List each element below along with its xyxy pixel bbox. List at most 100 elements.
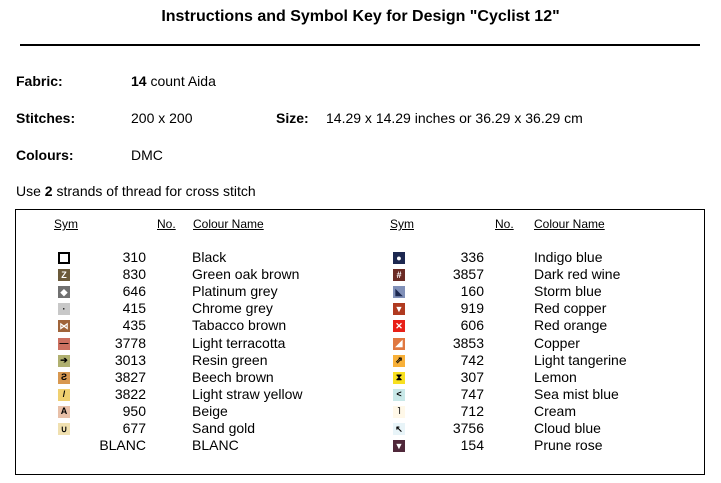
- colour-name: Prune rose: [534, 437, 603, 454]
- dmc-number: 712: [460, 402, 484, 419]
- table-row: ∪ 677 Sand gold: [16, 420, 706, 437]
- double-arrow-icon: ⇗: [393, 354, 405, 367]
- dmc-number: 3013: [114, 351, 146, 368]
- colour-name: Green oak brown: [192, 266, 300, 283]
- dmc-number: 3827: [114, 368, 146, 385]
- page-title: Instructions and Symbol Key for Design "…: [161, 8, 560, 25]
- cup-icon: ∪: [58, 423, 70, 435]
- colour-name: Indigo blue: [534, 249, 603, 265]
- dmc-number: 3857: [452, 266, 484, 283]
- table-row: A 950 Beige: [16, 403, 706, 420]
- dmc-number: 747: [460, 385, 484, 402]
- table-row: · 415 Chrome grey: [16, 300, 706, 317]
- table-row: ˥ 712 Cream: [16, 403, 706, 420]
- header-sym-left: Sym: [54, 217, 78, 231]
- table-row: #3857 Dark red wine: [16, 266, 706, 283]
- colour-name: Sea mist blue: [534, 385, 619, 402]
- dmc-number: 830: [122, 266, 146, 283]
- table-row: ⇗ 742 Light tangerine: [16, 352, 706, 369]
- colour-name: Red copper: [534, 300, 607, 317]
- dmc-number: 310: [122, 249, 146, 265]
- header-name-right: Colour Name: [534, 217, 605, 231]
- colour-name: Cloud blue: [534, 420, 601, 436]
- table-row: ● 336 Indigo blue: [16, 249, 706, 266]
- dmc-number: 3822: [114, 385, 146, 402]
- stitches-label: Stitches:: [16, 110, 76, 126]
- dot-icon: ·: [58, 303, 70, 316]
- symbol-key-table: Sym No. Colour Name Sym No. Colour Name …: [15, 209, 705, 475]
- arrow-right-icon: ➔: [58, 354, 70, 367]
- table-row: ⋈ 435 Tabacco brown: [16, 317, 706, 334]
- header-no-right: No.: [495, 217, 514, 231]
- colour-name: Light straw yellow: [192, 385, 303, 402]
- letter-z-icon: Z: [58, 269, 70, 282]
- colours-label: Colours:: [16, 147, 74, 163]
- triangle-corner-icon: ◢: [393, 337, 405, 350]
- strands-count: 2: [44, 183, 53, 199]
- triangle-corner-icon: ◣: [393, 286, 405, 299]
- colour-name: Light tangerine: [534, 351, 627, 368]
- table-row: ⧗ 307 Lemon: [16, 369, 706, 386]
- colour-name: Red orange: [534, 317, 608, 334]
- bowtie-icon: ⋈: [58, 320, 70, 333]
- fabric-value: 14 count Aida: [131, 73, 216, 89]
- fabric-label: Fabric:: [16, 73, 63, 89]
- strands-suffix: strands of thread for cross stitch: [52, 183, 256, 199]
- header-name-left: Colour Name: [193, 217, 264, 231]
- fabric-count: 14: [131, 73, 147, 89]
- diamond-icon: ◆: [58, 286, 70, 299]
- dmc-number: 677: [122, 420, 146, 436]
- dmc-number: 336: [460, 249, 484, 265]
- reverse-s-icon: Ƨ: [58, 371, 70, 384]
- colour-name: Sand gold: [192, 420, 256, 436]
- slash-icon: /: [58, 388, 70, 401]
- hash-icon: #: [393, 269, 405, 282]
- dmc-number: 950: [122, 402, 146, 419]
- size-label: Size:: [276, 110, 309, 126]
- dmc-number: 160: [460, 283, 484, 300]
- dmc-number: 307: [460, 368, 484, 385]
- table-row: Ƨ 3827 Beech brown: [16, 369, 706, 386]
- dmc-number: 154: [460, 437, 484, 454]
- colour-name: Light terracotta: [192, 334, 286, 351]
- letter-a-icon: A: [58, 405, 70, 418]
- title-rule: [20, 44, 700, 46]
- colour-name: Black: [192, 249, 227, 265]
- dmc-number: 435: [122, 317, 146, 334]
- table-row: BLANC BLANC: [16, 437, 706, 454]
- colour-name: Chrome grey: [192, 300, 273, 317]
- table-row: ◢ 3853 Copper: [16, 335, 706, 352]
- dmc-number: 3756: [452, 420, 484, 436]
- table-row: ▼ 919 Red copper: [16, 300, 706, 317]
- table-row: Z 830 Green oak brown: [16, 266, 706, 283]
- table-row: ✕ 606 Red orange: [16, 317, 706, 334]
- colour-name: Copper: [534, 334, 580, 351]
- strands-prefix: Use: [16, 183, 45, 199]
- dmc-number: 919: [460, 300, 484, 317]
- table-row: ➔ 3013 Resin green: [16, 352, 706, 369]
- blank-icon: [58, 440, 70, 453]
- colour-name: Storm blue: [534, 283, 602, 300]
- colour-name: Platinum grey: [192, 283, 278, 300]
- dmc-number: BLANC: [99, 437, 146, 454]
- table-row: 310 Black: [16, 249, 706, 266]
- table-row: ◣ 160 Storm blue: [16, 283, 706, 300]
- dmc-number: 3778: [114, 334, 146, 351]
- dmc-number: 415: [122, 300, 146, 317]
- colour-name: BLANC: [192, 437, 239, 454]
- hourglass-icon: ⧗: [393, 371, 405, 384]
- table-row: / 3822 Light straw yellow: [16, 386, 706, 403]
- colour-name: Beech brown: [192, 368, 274, 385]
- colour-name: Dark red wine: [534, 266, 621, 283]
- triangle-down-icon: ▼: [393, 440, 405, 453]
- table-row: ▼ 154 Prune rose: [16, 437, 706, 454]
- fabric-type: count Aida: [146, 73, 216, 89]
- colour-name: Cream: [534, 402, 577, 419]
- table-row: ↖ 3756 Cloud blue: [16, 420, 706, 437]
- table-row: — 3778 Light terracotta: [16, 335, 706, 352]
- stitches-value: 200 x 200: [131, 110, 193, 126]
- chevron-left-icon: <: [393, 388, 405, 401]
- arrow-up-left-icon: ↖: [393, 423, 405, 435]
- cross-icon: ✕: [393, 320, 405, 333]
- dash-icon: —: [58, 337, 70, 350]
